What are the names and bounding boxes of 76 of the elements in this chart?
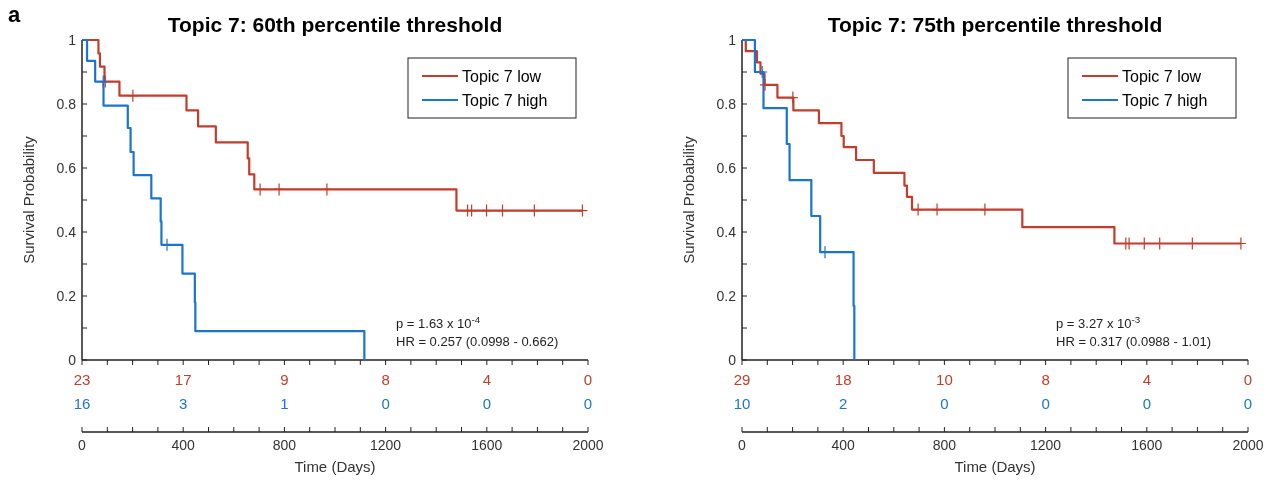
text: 0: [940, 395, 949, 412]
x-tick-label: 1200: [1030, 437, 1062, 453]
y-tick-label: 0.2: [56, 287, 77, 304]
annotation: p = 1.63 x 10$^{-4}$: [396, 313, 481, 331]
chart-title: Topic 7: 60th percentile threshold: [167, 13, 503, 36]
y-tick-label: 0.8: [56, 95, 77, 112]
y-tick-label: 1: [68, 31, 77, 48]
y-tick-label: 0.4: [56, 223, 77, 240]
x-tick-label: 1600: [1131, 437, 1163, 453]
y-tick-label: 0.6: [716, 159, 737, 176]
text: 9: [280, 371, 289, 388]
annotation: HR = 0.317 (0.0988 - 1.01): [1056, 334, 1212, 349]
y-tick-label: 1: [728, 31, 737, 48]
chart-title: Topic 7: 75th percentile threshold: [827, 13, 1163, 36]
text: 4: [482, 371, 491, 388]
legend-label: Topic 7 high: [1122, 91, 1208, 109]
annotation: HR = 0.257 (0.0998 - 0.662): [396, 334, 559, 349]
text: 3: [179, 395, 188, 412]
y-axis-title: Survival Probability: [20, 135, 37, 264]
point: [979, 203, 991, 217]
point: [466, 203, 478, 218]
point: [254, 182, 266, 197]
text: 8: [1041, 371, 1050, 388]
text: 0: [1243, 395, 1253, 412]
text: 17: [174, 371, 192, 388]
x-tick-label: 2000: [1232, 437, 1264, 453]
text: 10: [733, 395, 751, 412]
text: 0: [583, 395, 593, 412]
text: 1: [280, 395, 289, 412]
text: 0: [1041, 395, 1050, 412]
point: [321, 182, 333, 197]
text: 2: [839, 395, 848, 412]
text: 0: [583, 371, 593, 388]
x-tick-label: 1200: [370, 437, 402, 453]
point: [576, 203, 589, 218]
point: [273, 182, 285, 197]
point: [912, 203, 924, 217]
point: [528, 203, 540, 218]
point: [787, 91, 799, 105]
point: [127, 89, 139, 103]
y-axis-title: Survival Probability: [680, 135, 697, 264]
y-tick-label: 0.4: [716, 223, 737, 240]
text: 0: [1243, 371, 1253, 388]
point: [480, 203, 493, 218]
x-tick-label: 2000: [572, 437, 604, 453]
legend-label: Topic 7 low: [1122, 67, 1202, 85]
y-tick-label: 0.8: [716, 95, 737, 112]
text: 18: [834, 371, 852, 388]
y-tick-label: 0: [68, 351, 77, 368]
text: 0: [482, 395, 491, 412]
point: [931, 203, 943, 217]
point: [496, 203, 509, 218]
x-tick-label: 0: [738, 437, 747, 453]
text: 0: [1142, 395, 1151, 412]
annotation: p = 3.27 x 10$^{-3}$: [1056, 313, 1141, 331]
x-tick-label: 400: [171, 437, 196, 453]
x-axis-title: Time (Days): [954, 458, 1036, 475]
y-tick-label: 0.2: [716, 287, 737, 304]
y-tick-label: 0: [728, 351, 737, 368]
text: 23: [73, 371, 91, 388]
x-tick-label: 800: [932, 437, 957, 453]
legend-label: Topic 7 low: [462, 67, 542, 85]
x-tick-label: 1600: [471, 437, 503, 453]
y-tick-label: 0.6: [56, 159, 77, 176]
text: 0: [381, 395, 390, 412]
text: 29: [733, 371, 751, 388]
x-tick-label: 0: [78, 437, 87, 453]
x-tick-label: 800: [272, 437, 297, 453]
text: a: [8, 2, 21, 27]
text: 16: [73, 395, 91, 412]
text: 10: [936, 371, 953, 388]
text: 8: [381, 371, 390, 388]
text: 4: [1142, 371, 1151, 388]
x-tick-label: 400: [831, 437, 856, 453]
legend-label: Topic 7 high: [462, 91, 548, 109]
x-axis-title: Time (Days): [294, 458, 376, 475]
